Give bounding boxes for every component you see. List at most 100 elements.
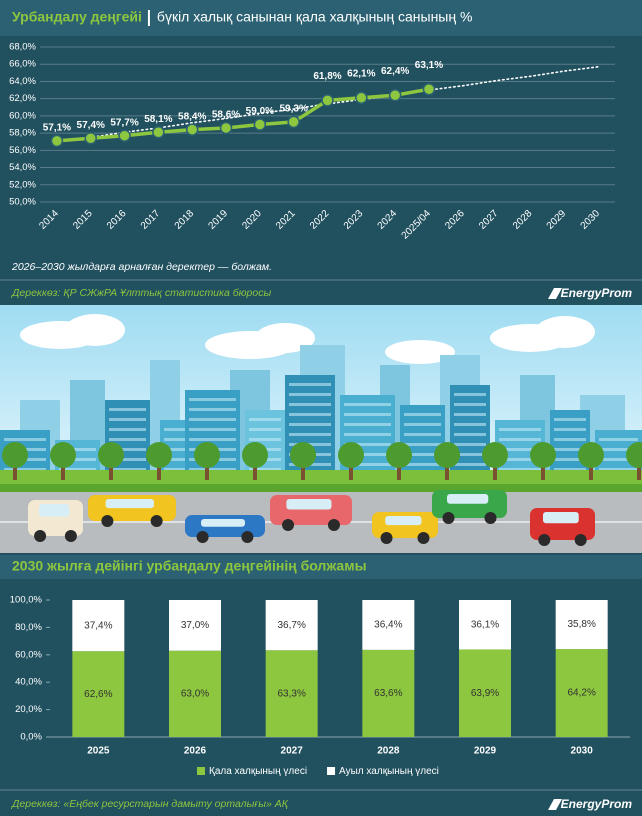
tree-trunk: [541, 462, 545, 480]
car-window: [543, 512, 579, 524]
window-row: [404, 423, 441, 426]
window-row: [554, 458, 586, 461]
data-label: 63,9%: [471, 688, 499, 699]
window-row: [344, 433, 391, 436]
car-wheel: [442, 512, 455, 524]
tree-trunk: [13, 462, 17, 480]
y-tick-label: 40,0%: [15, 677, 42, 688]
window-row: [554, 428, 586, 431]
car-window: [447, 494, 489, 504]
data-point: [287, 115, 300, 129]
logo: EnergyProm: [561, 797, 633, 811]
data-point: [219, 121, 233, 135]
data-label: 64,2%: [567, 688, 595, 699]
window-row: [454, 423, 486, 426]
tree-trunk: [445, 462, 449, 480]
chart-title: 2030 жылға дейінгі урбандалу деңгейінің …: [12, 558, 367, 574]
window-row: [4, 468, 46, 471]
car-wheel: [150, 515, 163, 527]
window-row: [454, 443, 486, 446]
data-label: 57,4%: [77, 120, 105, 131]
tree-crown: [578, 442, 604, 468]
y-tick-label: 68,0%: [9, 42, 36, 53]
window-row: [109, 468, 146, 471]
window-row: [189, 418, 236, 421]
tree-crown: [386, 442, 412, 468]
window-row: [454, 393, 486, 396]
tree-crown: [434, 442, 460, 468]
data-point: [253, 118, 267, 131]
building: [400, 405, 445, 480]
data-label: 57,7%: [110, 117, 138, 128]
tree-crown: [338, 442, 364, 468]
source: Дереккөз: ҚР СЖжРА Ұлттық статистика бюр…: [11, 287, 271, 299]
tree-trunk: [157, 462, 161, 480]
tree-trunk: [349, 462, 353, 480]
window-row: [249, 418, 281, 421]
car-wheel: [241, 531, 254, 543]
data-label: 63,1%: [415, 60, 443, 71]
y-tick-label: 62,0%: [9, 93, 36, 104]
legend-swatch: [327, 767, 336, 775]
data-label: 58,4%: [178, 111, 206, 122]
bar-segment: [459, 600, 511, 650]
bar-segment: [555, 649, 608, 737]
data-label: 36,4%: [374, 620, 402, 631]
bar-segment: [72, 600, 125, 652]
data-label: 62,1%: [347, 68, 375, 79]
window-row: [164, 448, 196, 451]
cloud: [385, 340, 455, 364]
car-window: [286, 499, 332, 510]
data-label: 57,1%: [43, 123, 71, 134]
window-row: [164, 468, 196, 471]
data-label: 59,3%: [279, 104, 307, 115]
tree-trunk: [637, 462, 641, 480]
x-tick-label: 2025: [87, 746, 110, 757]
y-tick-label: 50,0%: [9, 197, 36, 208]
tree-crown: [146, 442, 172, 468]
window-row: [164, 428, 196, 431]
data-label: 58,6%: [212, 110, 240, 121]
y-tick-label: 20,0%: [15, 704, 42, 715]
data-point: [388, 88, 402, 102]
window-row: [289, 403, 331, 406]
car-window: [39, 504, 70, 517]
window-row: [344, 403, 391, 406]
car-window: [105, 499, 154, 509]
window-row: [554, 468, 586, 471]
car-wheel: [282, 519, 295, 531]
window-row: [109, 428, 146, 431]
data-label: 63,0%: [181, 688, 209, 699]
tree-crown: [626, 442, 642, 468]
car-wheel: [327, 519, 340, 531]
legend-label: Қала халқының үлесі: [209, 766, 307, 777]
tree-crown: [50, 442, 76, 468]
data-label: 59,0%: [246, 106, 274, 117]
window-row: [109, 408, 146, 411]
logo-icon: [548, 799, 562, 810]
car-wheel: [196, 531, 209, 543]
window-row: [164, 438, 196, 441]
y-tick-label: 58,0%: [9, 128, 36, 139]
tree-trunk: [301, 462, 305, 480]
bar-segment: [459, 649, 511, 737]
tree-crown: [482, 442, 508, 468]
tree-trunk: [253, 462, 257, 480]
window-row: [4, 438, 46, 441]
legend-label: Ауыл халқының үлесі: [339, 766, 439, 777]
data-label: 62,4%: [381, 66, 409, 77]
tree-trunk: [61, 462, 65, 480]
car-wheel: [538, 534, 551, 546]
bar-segment: [169, 600, 221, 651]
window-row: [164, 458, 196, 461]
note: 2026–2030 жылдарға арналған деректер — б…: [11, 261, 272, 273]
car-wheel: [34, 530, 47, 542]
window-row: [59, 448, 96, 451]
window-row: [454, 413, 486, 416]
window-row: [499, 448, 541, 451]
y-tick-label: 60,0%: [15, 649, 42, 660]
tree-crown: [530, 442, 556, 468]
data-label: 37,4%: [84, 620, 112, 631]
x-tick-label: 2030: [571, 746, 594, 757]
tree-trunk: [109, 462, 113, 480]
